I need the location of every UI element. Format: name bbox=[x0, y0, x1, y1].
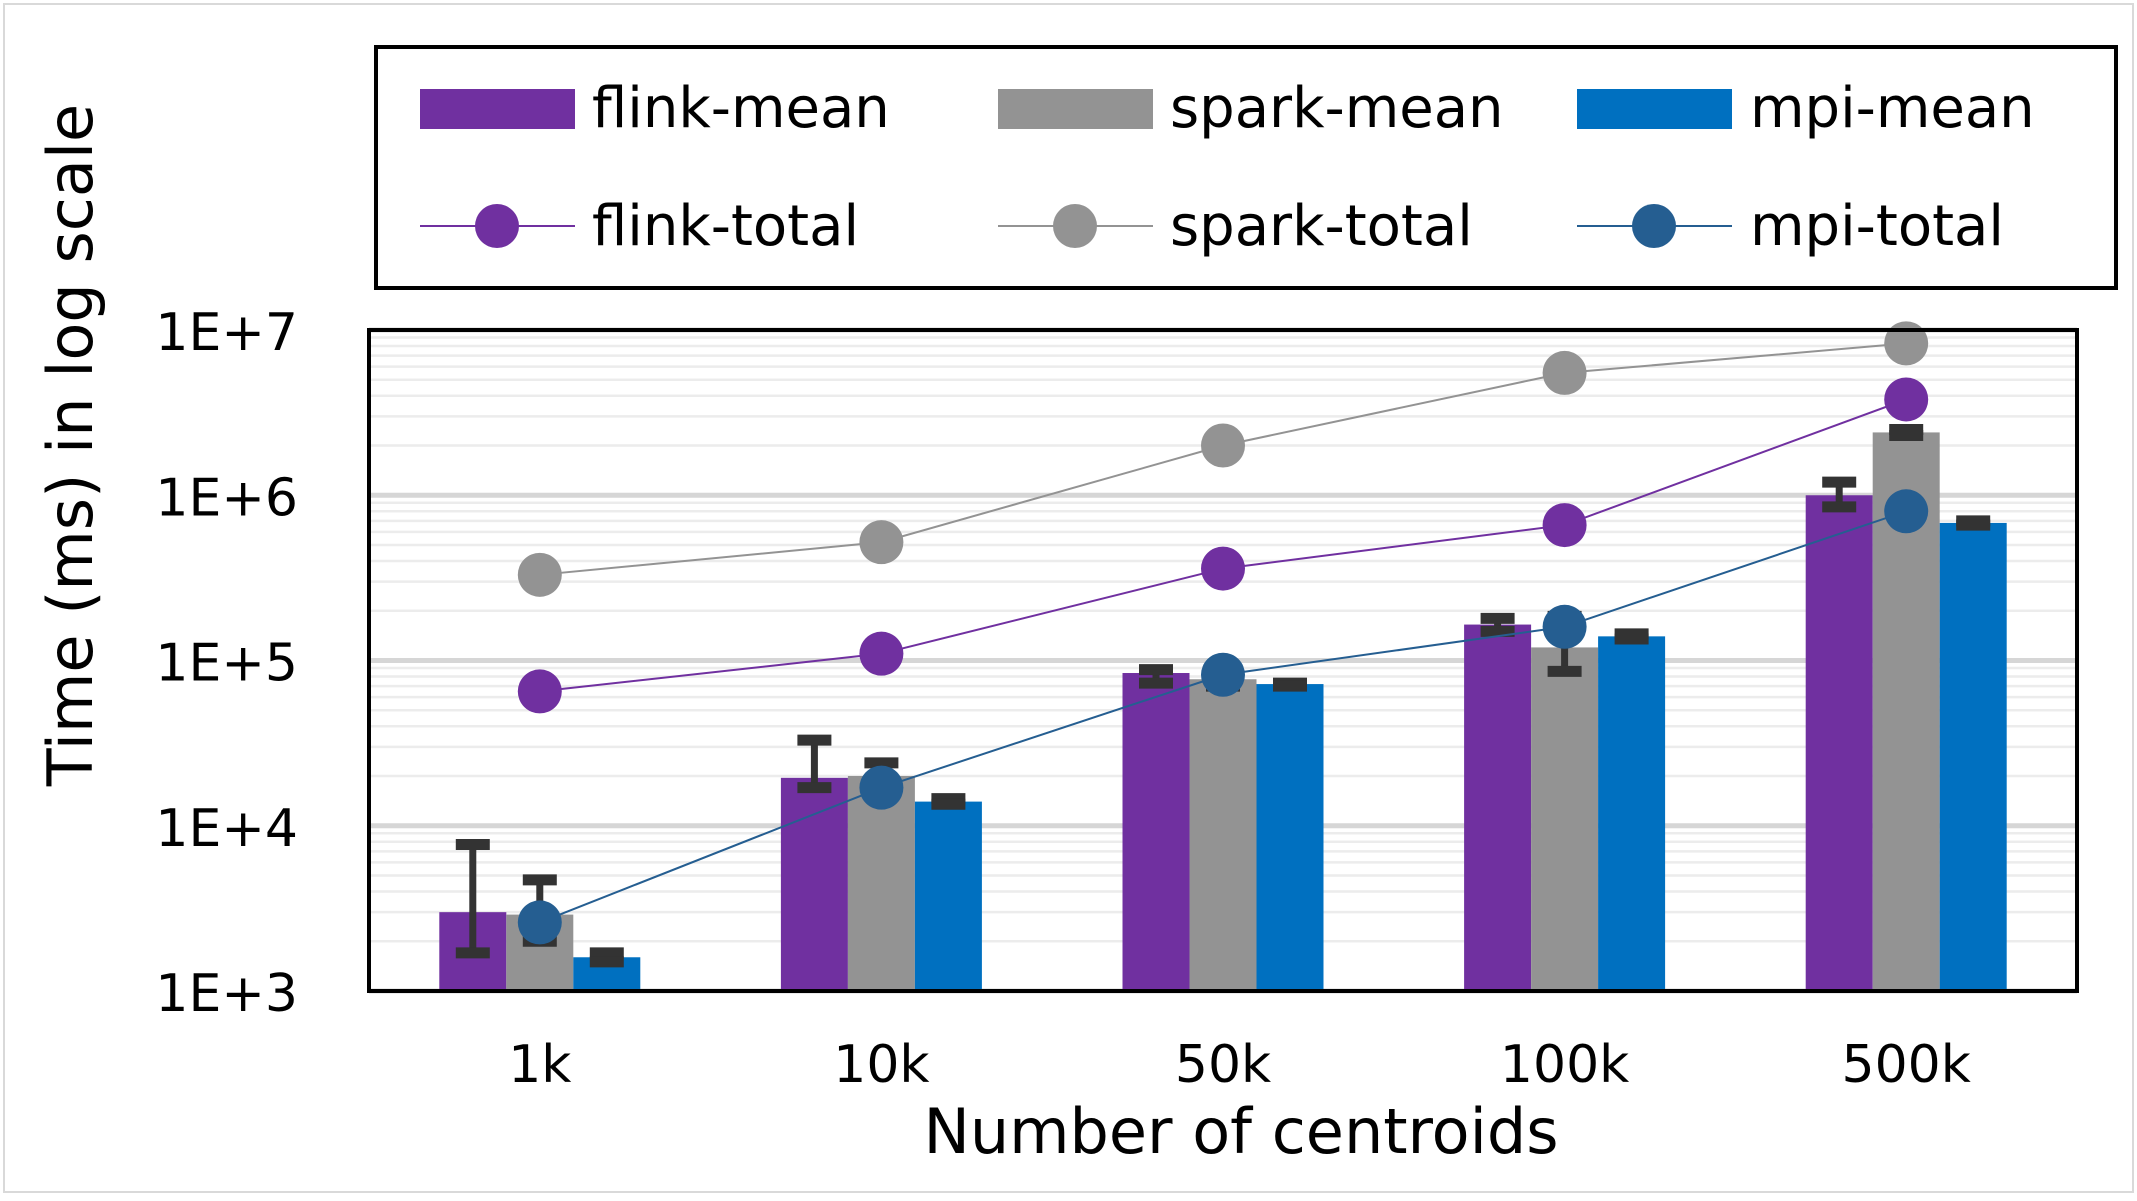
point-spark-total-50k bbox=[1201, 423, 1245, 468]
error-bar-mpi-mean-500k bbox=[1956, 515, 1991, 531]
bar-flink-mean-100k bbox=[1464, 624, 1532, 991]
plot-area-border bbox=[367, 328, 2079, 993]
error-bar-flink-mean-100k bbox=[1480, 612, 1515, 637]
axes: 1E+3 1E+4 1E+5 1E+6 1E+7 1k 10k 50k 100k 500k bbox=[155, 303, 1970, 1095]
bar-mpi-mean-500k bbox=[1939, 522, 2007, 991]
legend-label-mpi-total: mpi-total bbox=[1750, 194, 2004, 259]
y-axis-title: Time (ms) in log scale bbox=[34, 104, 107, 787]
legend-label-mpi-mean: mpi-mean bbox=[1750, 76, 2035, 141]
error-bar-spark-mean-500k bbox=[1889, 423, 1924, 441]
legend-marker-flink-total bbox=[475, 204, 519, 248]
error-bar-flink-mean-1k bbox=[455, 839, 490, 959]
point-spark-total-1k bbox=[517, 552, 562, 597]
y-tick-label: 1E+7 bbox=[155, 303, 298, 363]
point-flink-total-10k bbox=[859, 631, 904, 676]
bar-flink-mean-50k bbox=[1122, 673, 1190, 991]
bar-mpi-mean-10k bbox=[914, 801, 982, 991]
legend-box bbox=[374, 45, 2118, 290]
y-tick-label: 1E+5 bbox=[155, 634, 298, 694]
legend-swatch-flink-mean bbox=[420, 89, 575, 129]
legend-swatch-mpi-mean bbox=[1577, 89, 1732, 129]
error-bar-mpi-mean-100k bbox=[1614, 628, 1649, 645]
legend-marker-spark-total bbox=[1053, 204, 1097, 248]
point-mpi-total-500k bbox=[1884, 489, 1929, 534]
bar-flink-mean-10k bbox=[780, 777, 848, 991]
x-tick-label: 10k bbox=[833, 1035, 929, 1095]
point-mpi-total-1k bbox=[517, 900, 562, 945]
error-bar-mpi-mean-10k bbox=[931, 793, 966, 810]
x-tick-label: 500k bbox=[1842, 1035, 1971, 1095]
bar-spark-mean-100k bbox=[1531, 647, 1599, 991]
y-tick-label: 1E+6 bbox=[155, 468, 298, 528]
y-tick-label: 1E+3 bbox=[155, 964, 298, 1024]
lines bbox=[517, 321, 1929, 945]
legend-label-flink-total: flink-total bbox=[592, 194, 859, 259]
bar-spark-mean-10k bbox=[847, 776, 915, 991]
point-flink-total-50k bbox=[1201, 546, 1245, 591]
x-axis-title: Number of centroids bbox=[923, 1095, 1558, 1168]
point-flink-total-500k bbox=[1884, 377, 1929, 422]
bar-spark-mean-50k bbox=[1189, 679, 1257, 991]
error-bar-mpi-mean-50k bbox=[1273, 677, 1307, 692]
legend-label-spark-total: spark-total bbox=[1170, 194, 1473, 259]
bar-mpi-mean-50k bbox=[1256, 684, 1324, 991]
legend-swatch-spark-mean bbox=[998, 89, 1153, 129]
point-flink-total-1k bbox=[517, 669, 562, 714]
bar-flink-mean-500k bbox=[1805, 495, 1873, 991]
x-tick-label: 100k bbox=[1500, 1035, 1629, 1095]
error-bar-flink-mean-50k bbox=[1139, 664, 1173, 689]
point-flink-total-100k bbox=[1542, 503, 1587, 548]
legend-marker-mpi-total bbox=[1632, 204, 1676, 248]
error-bar-flink-mean-10k bbox=[797, 734, 832, 794]
point-spark-total-100k bbox=[1542, 350, 1587, 395]
point-mpi-total-50k bbox=[1201, 652, 1245, 697]
point-mpi-total-10k bbox=[859, 765, 904, 810]
x-tick-label: 50k bbox=[1175, 1035, 1271, 1095]
error-bar-flink-mean-500k bbox=[1822, 476, 1857, 513]
error-bar-mpi-mean-1k bbox=[589, 947, 624, 968]
y-tick-label: 1E+4 bbox=[155, 799, 298, 859]
bars bbox=[439, 423, 2007, 991]
bar-mpi-mean-100k bbox=[1598, 636, 1666, 991]
legend: flink-mean spark-mean mpi-mean flink-total s… bbox=[374, 45, 2118, 290]
point-mpi-total-100k bbox=[1542, 604, 1587, 649]
x-tick-label: 1k bbox=[508, 1035, 571, 1095]
point-spark-total-10k bbox=[859, 520, 904, 565]
point-spark-total-500k bbox=[1884, 321, 1929, 366]
legend-label-flink-mean: flink-mean bbox=[592, 76, 890, 141]
legend-label-spark-mean: spark-mean bbox=[1170, 76, 1504, 141]
